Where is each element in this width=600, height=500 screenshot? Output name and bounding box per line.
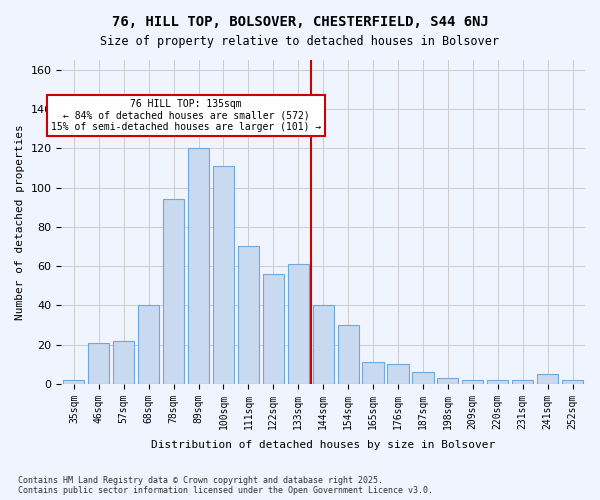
Bar: [338, 325, 359, 384]
Bar: [487, 380, 508, 384]
Bar: [163, 200, 184, 384]
Bar: [188, 148, 209, 384]
Bar: [537, 374, 558, 384]
Bar: [238, 246, 259, 384]
Bar: [562, 380, 583, 384]
Bar: [462, 380, 484, 384]
Bar: [88, 342, 109, 384]
Bar: [138, 306, 159, 384]
Bar: [388, 364, 409, 384]
Y-axis label: Number of detached properties: Number of detached properties: [15, 124, 25, 320]
Text: Contains HM Land Registry data © Crown copyright and database right 2025.
Contai: Contains HM Land Registry data © Crown c…: [18, 476, 433, 495]
Text: 76, HILL TOP, BOLSOVER, CHESTERFIELD, S44 6NJ: 76, HILL TOP, BOLSOVER, CHESTERFIELD, S4…: [112, 15, 488, 29]
Bar: [287, 264, 309, 384]
Bar: [63, 380, 85, 384]
Bar: [512, 380, 533, 384]
Bar: [113, 340, 134, 384]
Text: Size of property relative to detached houses in Bolsover: Size of property relative to detached ho…: [101, 35, 499, 48]
Text: 76 HILL TOP: 135sqm
← 84% of detached houses are smaller (572)
15% of semi-detac: 76 HILL TOP: 135sqm ← 84% of detached ho…: [51, 100, 321, 132]
Bar: [213, 166, 234, 384]
Bar: [412, 372, 434, 384]
Bar: [263, 274, 284, 384]
X-axis label: Distribution of detached houses by size in Bolsover: Distribution of detached houses by size …: [151, 440, 496, 450]
Bar: [362, 362, 383, 384]
Bar: [437, 378, 458, 384]
Bar: [313, 306, 334, 384]
